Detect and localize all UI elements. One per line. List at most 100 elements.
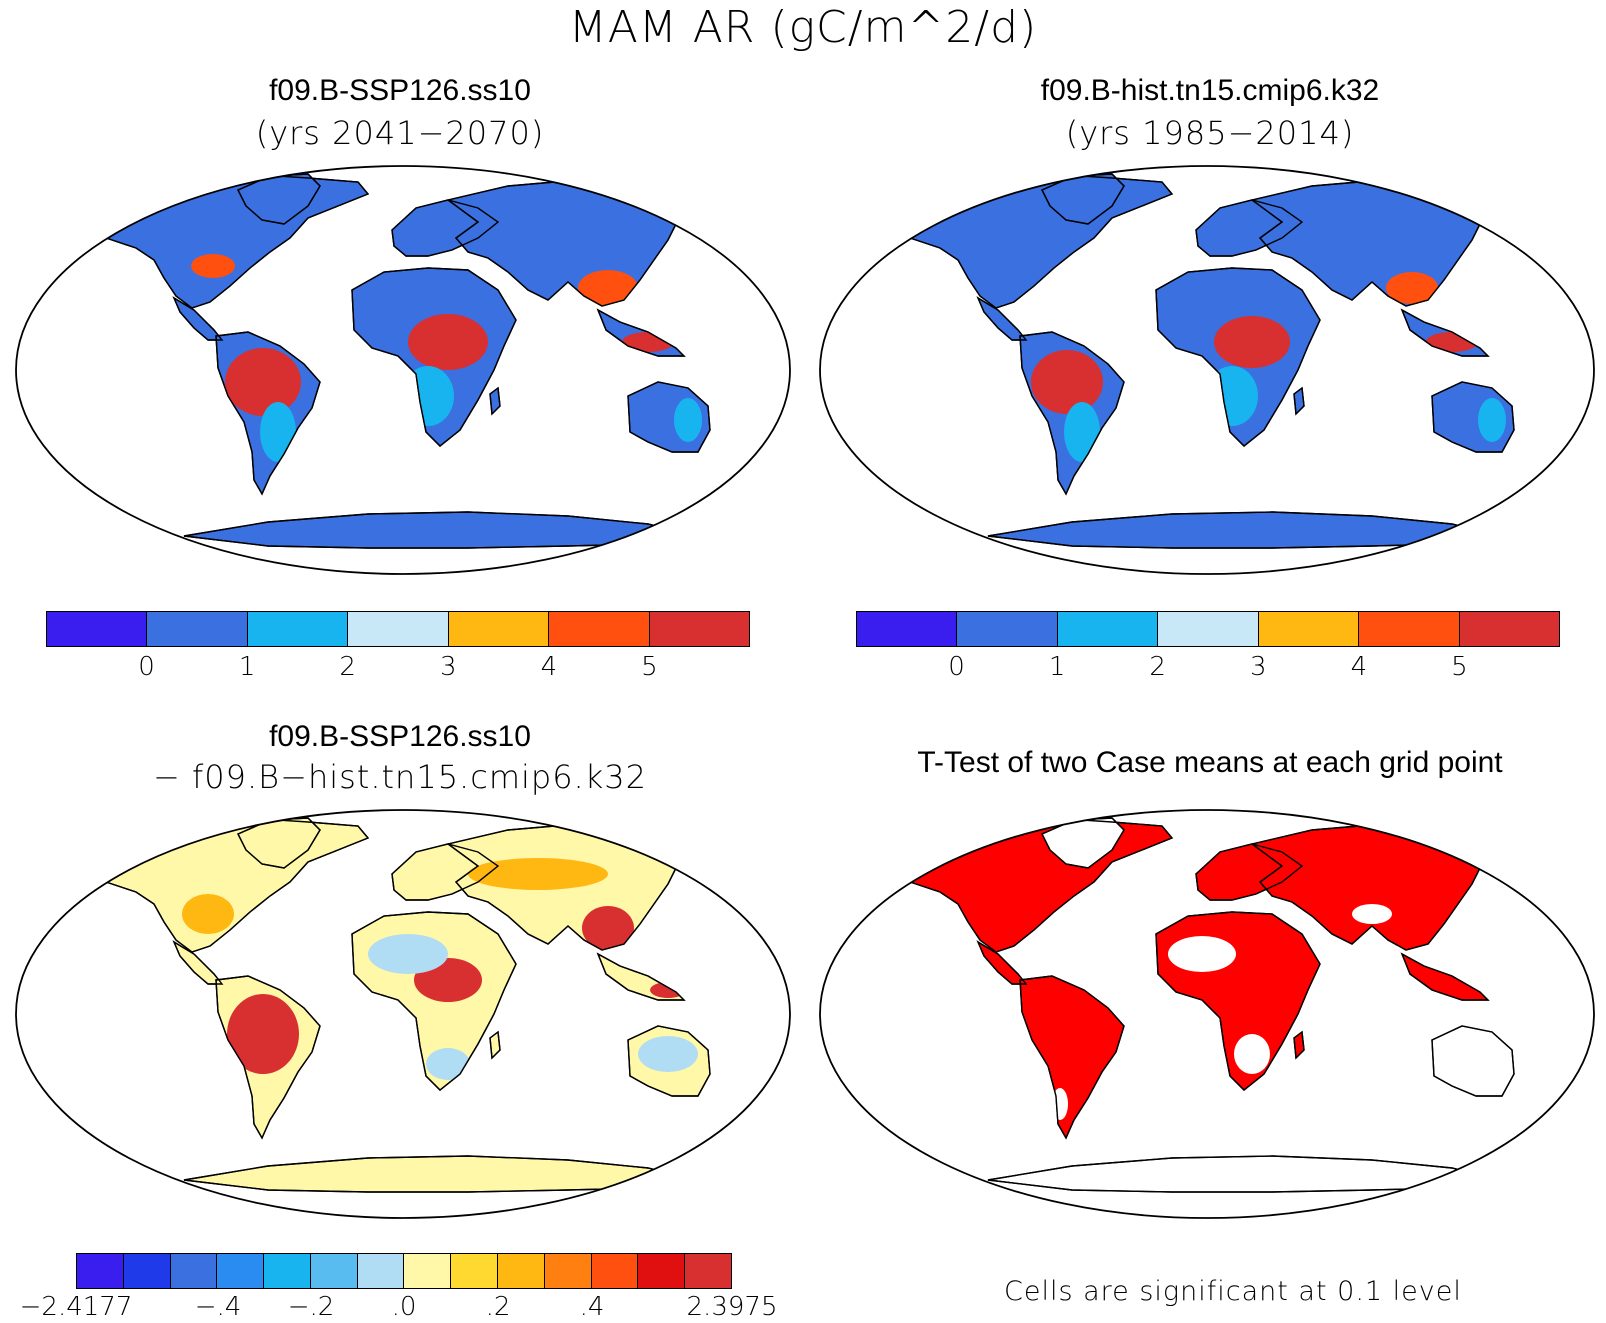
colorbar-difference: [76, 1253, 732, 1289]
colorbar-cell: [310, 1254, 358, 1288]
map-border: [15, 165, 791, 575]
colorbar-cell: [170, 1254, 218, 1288]
coastline-samerica: [215, 331, 321, 496]
coastline-madagascar: [1293, 386, 1305, 416]
colorbar-cell: [247, 612, 349, 646]
colorbar-cell: [217, 1254, 265, 1288]
panel-title-bottom-left: f09.B-SSP126.ss10: [269, 720, 531, 753]
coastline-australia: [627, 1025, 711, 1097]
coastline-australia: [1431, 381, 1515, 453]
value-region: [468, 858, 608, 890]
colorbar-cell: [498, 1254, 545, 1288]
colorbar-cell: [264, 1254, 311, 1288]
colorbar-cell: [1258, 612, 1360, 646]
value-region: [1031, 350, 1103, 414]
coastline-seasia: [1400, 308, 1490, 357]
colorbar-cell: [591, 1254, 639, 1288]
map-historical: [819, 165, 1595, 575]
panel-subtitle-bottom-left: − f09.B−hist.tn15.cmip6.k32: [153, 758, 647, 796]
value-region: [638, 1036, 698, 1072]
map-ssp126: [15, 165, 791, 575]
panel-subtitle-top-right: (yrs 1985−2014): [1065, 114, 1355, 152]
tick-label: 2: [1149, 652, 1166, 682]
tick-label: 1: [1048, 652, 1066, 682]
map-border: [819, 809, 1595, 1219]
colorbar-cell: [957, 612, 1058, 646]
tick-label: 2.3975: [686, 1292, 778, 1322]
panel-title-top-right: f09.B-hist.tn15.cmip6.k32: [1040, 74, 1380, 107]
map-border: [819, 165, 1595, 575]
coastline-madagascar: [489, 386, 501, 416]
value-region: [674, 398, 702, 442]
value-field: [182, 858, 698, 1080]
colorbar-cell: [77, 1254, 124, 1288]
colorbar-cell: [451, 1254, 499, 1288]
coastline-europe: [1195, 843, 1304, 901]
coastline-africa: [1155, 911, 1321, 1091]
value-region: [227, 994, 299, 1074]
coastline-madagascar: [489, 1030, 501, 1060]
tick-label: 5: [641, 652, 658, 682]
tick-label: .2: [485, 1292, 511, 1322]
colorbar-cell: [544, 1254, 592, 1288]
colorbar-cell: [147, 612, 248, 646]
coastline-europe: [391, 843, 500, 901]
coastline-africa: [351, 267, 517, 447]
panel-title-top-left: f09.B-SSP126.ss10: [269, 74, 531, 107]
coastline-madagascar: [1293, 1030, 1305, 1060]
coastline-africa: [1155, 267, 1321, 447]
value-region: [1386, 272, 1438, 304]
value-region: [426, 1048, 470, 1080]
tick-label: −.2: [287, 1292, 335, 1322]
tick-label: −.4: [194, 1292, 242, 1322]
value-region: [582, 906, 634, 950]
colorbar-cell: [1459, 612, 1559, 646]
value-region: [225, 348, 301, 416]
coastline-camerica: [172, 296, 224, 341]
figure-title: MAM AR (gC/m^2/d): [568, 2, 1038, 53]
colorbar-cell: [357, 1254, 405, 1288]
value-region: [1478, 398, 1506, 442]
colorbar-cell: [404, 1254, 452, 1288]
coastline-australia: [627, 381, 711, 453]
coastline-seasia: [596, 952, 686, 1001]
coastline-africa: [351, 911, 517, 1091]
coastline-samerica: [215, 975, 321, 1140]
colorbar-cell: [685, 1254, 731, 1288]
colorbar-cell: [649, 612, 749, 646]
colorbar-ssp126: [46, 611, 750, 647]
colorbar-cell: [47, 612, 148, 646]
tick-label: 4: [1350, 652, 1368, 682]
tick-label: 3: [439, 652, 457, 682]
colorbar-cell: [638, 1254, 686, 1288]
value-region: [1234, 1034, 1270, 1074]
colorbar-cell: [123, 1254, 171, 1288]
map-border: [15, 809, 791, 1219]
colorbar-cell: [1158, 612, 1259, 646]
value-region: [368, 934, 448, 974]
tick-label: 0: [948, 652, 965, 682]
coastline-camerica: [976, 940, 1028, 985]
map-difference: [15, 809, 791, 1219]
value-region: [1214, 316, 1290, 368]
coastline-seasia: [1400, 952, 1490, 1001]
tick-label: 3: [1249, 652, 1267, 682]
land-layer: [68, 817, 711, 1193]
map-t-test: [819, 809, 1595, 1219]
coastline-europe: [391, 199, 500, 257]
tick-label: 0: [138, 652, 155, 682]
coastline-australia: [1431, 1025, 1515, 1097]
coastline-camerica: [172, 940, 224, 985]
value-region: [1168, 936, 1236, 972]
colorbar-cell: [857, 612, 958, 646]
value-region: [1352, 904, 1392, 924]
value-region: [191, 254, 235, 278]
colorbar-cell: [1057, 612, 1159, 646]
colorbar-cell: [348, 612, 449, 646]
value-region: [182, 894, 234, 934]
colorbar-cell: [1359, 612, 1460, 646]
colorbar-cell: [549, 612, 650, 646]
value-region: [408, 314, 488, 370]
coastline-samerica: [1019, 975, 1125, 1140]
coastline-europe: [1195, 199, 1304, 257]
